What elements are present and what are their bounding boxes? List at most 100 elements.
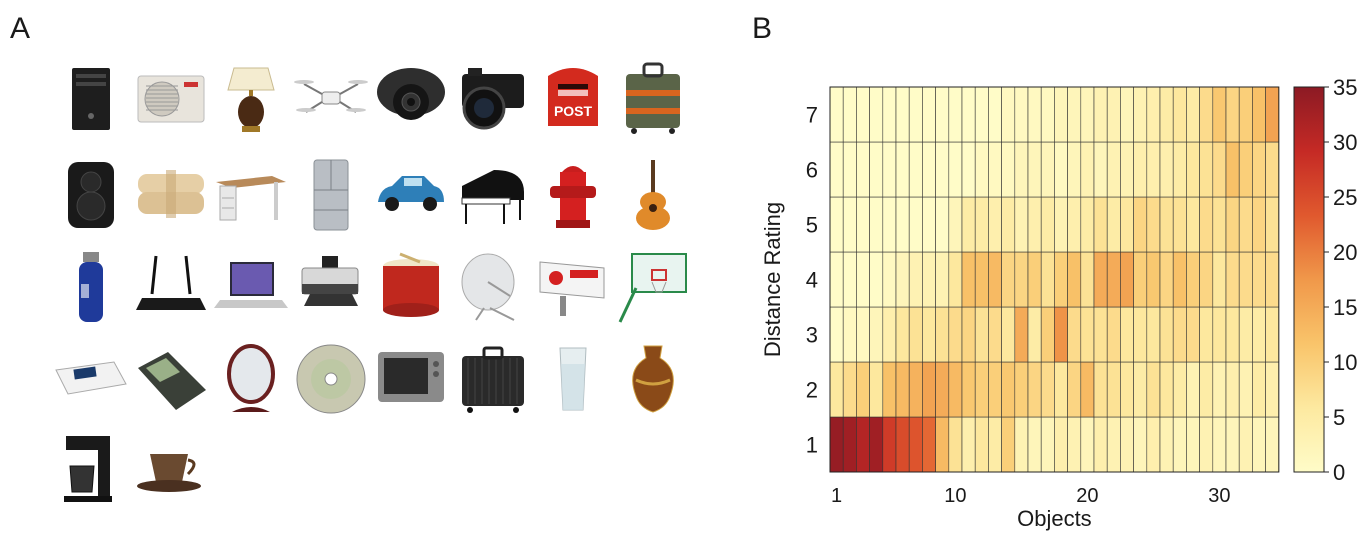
drone-icon [292,60,370,138]
heatmap-cell [1212,141,1227,198]
coffee-cup-icon [132,430,210,508]
heatmap-cell [948,196,963,253]
colorbar [1293,86,1325,473]
heatmap-cell [1199,361,1214,418]
heatmap-cell [1040,141,1055,198]
heatmap-cell [922,86,936,143]
heatmap-cell [1093,416,1108,473]
heatmap-cell [1001,141,1016,198]
heatmap-cell [1080,86,1095,143]
suitcase-icon [454,340,532,418]
heatmap-cell [1199,141,1214,198]
heatmap-cell [895,141,910,198]
heatmap-cell [1159,361,1174,418]
heatmap-cell [1067,196,1082,253]
heatmap-cell [974,416,989,473]
heatmap-cell [974,141,989,198]
heatmap-cell [869,306,884,363]
heatmap-cell [1040,416,1055,473]
heatmap-cell [895,416,910,473]
heatmap-cell [961,306,976,363]
heatmap-cell [1040,196,1055,253]
heatmap-cell [1080,306,1095,363]
heatmap-cell [1225,141,1240,198]
heatmap-cell [1265,141,1280,198]
heatmap-cell [1212,196,1227,253]
heatmap-cell [948,141,963,198]
heatmap-cell [1106,86,1121,143]
heatmap-cell [1027,361,1042,418]
heatmap-cell [1159,251,1174,308]
heatmap-cell [1186,141,1200,198]
heatmap-cell [869,416,884,473]
mirror-icon [212,340,290,418]
heatmap-cell [1225,251,1240,308]
heatmap-cell [1027,416,1042,473]
vase-icon [614,340,692,418]
x-tick-label: 10 [944,485,966,507]
mailbox-label: POST [554,103,593,119]
heatmap-cell [1146,86,1161,143]
heatmap-cell [1252,361,1266,418]
colorbar-tick-label: 0 [1333,460,1345,485]
heatmap-cell [1225,86,1240,143]
heatmap-cell [1199,416,1214,473]
colorbar-tick-label: 5 [1333,405,1345,430]
colorbar-tick-label: 10 [1333,350,1357,375]
heatmap-cell [1199,306,1214,363]
heatmap-cell [1225,306,1240,363]
heatmap-cell [1186,86,1200,143]
heatmap-cell [856,196,870,253]
computer-tower-icon [52,60,130,138]
car-icon [372,156,450,234]
heatmap-cell [1054,251,1068,308]
heatmap-cell [829,306,844,363]
heatmap-cell [1252,251,1266,308]
heatmap-cell [988,86,1002,143]
basketball-hoop-icon [614,248,692,326]
heatmap-cell [842,196,857,253]
heatmap-cell [1212,251,1227,308]
heatmap-cell [908,416,923,473]
heatmap-cell [1252,86,1266,143]
heatmap-cell [908,86,923,143]
heatmap-cell [895,361,910,418]
heatmap-cell [1080,196,1095,253]
heatmap-cell [1225,416,1240,473]
heatmap-cell [1080,141,1095,198]
heatmap-cell [961,416,976,473]
heatmap-cell [1238,361,1253,418]
heatmap-cell [948,306,963,363]
heatmap-cell [1093,251,1108,308]
heatmap-cell [948,86,963,143]
heatmap-cell [1040,361,1055,418]
heatmap-cell [961,196,976,253]
heatmap-cell [882,86,897,143]
heatmap-cell [1080,416,1095,473]
printer-icon [292,248,370,326]
blanket-icon [132,156,210,234]
heatmap-cell [1014,306,1029,363]
heatmap-cell [1093,141,1108,198]
heatmap-cell [1238,196,1253,253]
heatmap-cell [842,141,857,198]
heatmap-cell [895,251,910,308]
heatmap-cell [1080,251,1095,308]
heatmap-cell [1172,141,1187,198]
heatmap-cell [1265,306,1280,363]
panel-b-letter: B [752,12,773,45]
heatmap-cell [1054,196,1068,253]
laptop-icon [212,248,290,326]
heatmap-cell [842,416,857,473]
heatmap-cell [1146,141,1161,198]
y-axis-label: Distance Rating [760,202,785,357]
heatmap-cell [948,416,963,473]
drum-icon [372,248,450,326]
x-tick-label: 30 [1208,485,1230,507]
heatmap-cell [1001,361,1016,418]
heatmap-cell [935,141,950,198]
heatmap-cell [1225,196,1240,253]
heatmap-cell [869,141,884,198]
heatmap-cell [1027,141,1042,198]
heatmap-cell [829,196,844,253]
